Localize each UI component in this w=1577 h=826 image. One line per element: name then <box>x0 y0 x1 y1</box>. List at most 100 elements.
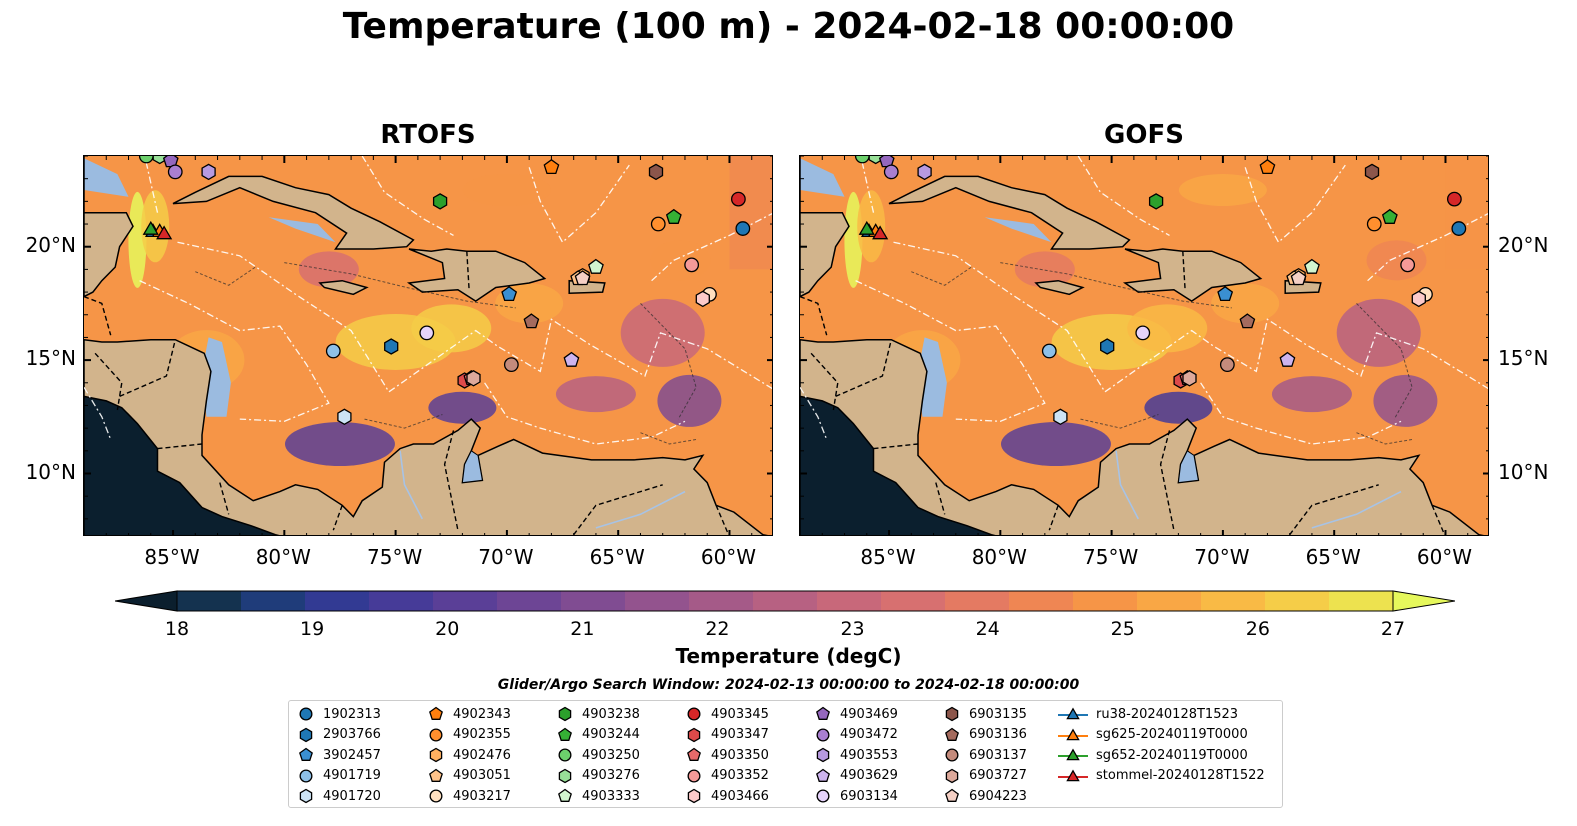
legend-item: 4903238 <box>556 704 640 724</box>
float-marker-4903276[interactable] <box>868 156 883 165</box>
glider-marker-stommel-20240128T1522[interactable] <box>156 225 173 240</box>
float-marker-6903137[interactable] <box>503 357 519 373</box>
map-panel-gofs[interactable] <box>799 155 1489 536</box>
legend-item-label: 4903276 <box>582 768 640 783</box>
legend-item: 4902476 <box>427 745 511 765</box>
legend-marker-icon <box>299 727 313 742</box>
colorbar-tick-label: 26 <box>1245 618 1270 640</box>
legend-item-label: 4902476 <box>453 747 511 763</box>
legend-item-label: sg652-20240119T0000 <box>1096 747 1248 763</box>
float-marker-3902457[interactable] <box>1217 285 1234 302</box>
float-marker-6904223[interactable] <box>574 270 591 286</box>
float-marker-3902457[interactable] <box>501 285 518 302</box>
float-marker-1902313[interactable] <box>1451 221 1467 236</box>
legend-item: 4901720 <box>297 786 381 806</box>
lon-tick-label: 85°W <box>144 545 200 569</box>
legend-marker-icon <box>429 789 443 803</box>
colorbar-tick-label: 23 <box>840 618 865 640</box>
float-marker-4902343[interactable] <box>543 158 560 175</box>
float-marker-4903466[interactable] <box>695 290 710 308</box>
legend-item-label: 4903333 <box>582 788 640 804</box>
legend-marker-icon <box>816 728 830 741</box>
float-marker-1902313[interactable] <box>735 221 751 236</box>
legend-item-label: 4902355 <box>453 727 511 742</box>
float-marker-2903766[interactable] <box>384 338 399 355</box>
legend-item: 4903466 <box>685 786 769 806</box>
float-marker-4903352[interactable] <box>684 257 700 273</box>
colorbar-segment <box>1329 591 1394 611</box>
legend-item-label: ru38-20240128T1523 <box>1096 706 1239 722</box>
lon-tick-label: 80°W <box>255 545 311 569</box>
float-marker-6903135[interactable] <box>1364 163 1380 181</box>
legend-marker-icon <box>429 728 443 741</box>
float-marker-4903333[interactable] <box>1304 258 1320 274</box>
float-marker-4903238[interactable] <box>1148 193 1164 210</box>
lon-tick-label: 75°W <box>1082 545 1139 569</box>
float-marker-4903629[interactable] <box>563 351 580 367</box>
float-marker-4903333[interactable] <box>588 258 604 274</box>
legend-marker-icon <box>1066 768 1080 781</box>
float-marker-4901720[interactable] <box>1053 408 1068 426</box>
float-marker-6903134[interactable] <box>1135 325 1151 341</box>
legend-item-label: 4903472 <box>840 727 898 742</box>
colorbar-extend-low <box>114 590 178 612</box>
float-marker-4903276[interactable] <box>152 156 167 165</box>
float-marker-4902355[interactable] <box>650 216 666 232</box>
legend-marker-icon <box>1066 727 1080 740</box>
glider-marker-sg652-20240119T0000[interactable] <box>858 220 875 235</box>
legend-marker-icon <box>429 706 443 720</box>
colorbar-segment <box>241 591 306 611</box>
legend-item-label: 4903347 <box>711 727 769 742</box>
float-marker-6903727[interactable] <box>466 370 481 387</box>
float-marker-4903352[interactable] <box>1400 257 1416 273</box>
float-marker-4902355[interactable] <box>1366 216 1382 232</box>
float-marker-4903466[interactable] <box>1411 290 1426 308</box>
float-marker-6903727[interactable] <box>1182 370 1197 387</box>
legend-title: Glider/Argo Search Window: 2024-02-13 00… <box>497 677 1080 693</box>
float-marker-4903472[interactable] <box>167 164 183 180</box>
float-marker-4903553[interactable] <box>917 163 932 181</box>
colorbar-segment <box>625 591 690 611</box>
legend-item: sg652-20240119T0000 <box>1058 745 1248 765</box>
legend-marker-icon <box>687 727 701 742</box>
float-marker-4903472[interactable] <box>883 164 899 180</box>
float-marker-4902343[interactable] <box>1259 158 1276 175</box>
float-marker-4903345[interactable] <box>1446 191 1462 207</box>
float-marker-4903250[interactable] <box>854 156 870 164</box>
float-marker-4903553[interactable] <box>201 163 216 181</box>
float-marker-4903244[interactable] <box>1381 208 1398 224</box>
float-marker-6903136[interactable] <box>523 313 540 329</box>
float-marker-4903244[interactable] <box>665 208 682 224</box>
float-marker-2903766[interactable] <box>1100 338 1115 355</box>
legend-item-label: 4903352 <box>711 768 769 783</box>
legend-item: 6903134 <box>814 786 898 806</box>
float-marker-4901719[interactable] <box>325 343 341 359</box>
float-marker-6903137[interactable] <box>1219 357 1235 373</box>
legend-item-label: 4903350 <box>711 747 769 763</box>
float-marker-4903250[interactable] <box>138 156 154 164</box>
map-panel-rtofs[interactable] <box>83 155 773 536</box>
legend-item-label: 4903238 <box>582 706 640 722</box>
legend-item: 4903629 <box>814 766 898 786</box>
legend-item: 4903352 <box>685 766 769 786</box>
float-marker-4903629[interactable] <box>1279 351 1296 367</box>
legend-item: 6903727 <box>943 766 1027 786</box>
lat-tick-label-left: 10°N <box>25 459 76 484</box>
legend-item: 4903250 <box>556 745 640 765</box>
float-marker-6903134[interactable] <box>419 325 435 341</box>
legend-item: 2903766 <box>297 725 381 745</box>
legend-marker-icon <box>299 788 313 804</box>
glider-marker-sg652-20240119T0000[interactable] <box>142 220 159 235</box>
float-marker-6903135[interactable] <box>648 163 664 181</box>
float-marker-4901719[interactable] <box>1041 343 1057 359</box>
glider-marker-stommel-20240128T1522[interactable] <box>872 225 889 240</box>
float-marker-6903136[interactable] <box>1239 313 1256 329</box>
float-marker-4903238[interactable] <box>432 193 448 210</box>
legend-marker-icon <box>299 747 313 761</box>
float-marker-4903345[interactable] <box>730 191 746 207</box>
lon-tick-label: 75°W <box>366 545 423 569</box>
legend-marker-icon <box>687 788 701 804</box>
legend-item: 3902457 <box>297 745 381 765</box>
float-marker-4901720[interactable] <box>337 408 352 426</box>
float-marker-6904223[interactable] <box>1290 270 1307 286</box>
